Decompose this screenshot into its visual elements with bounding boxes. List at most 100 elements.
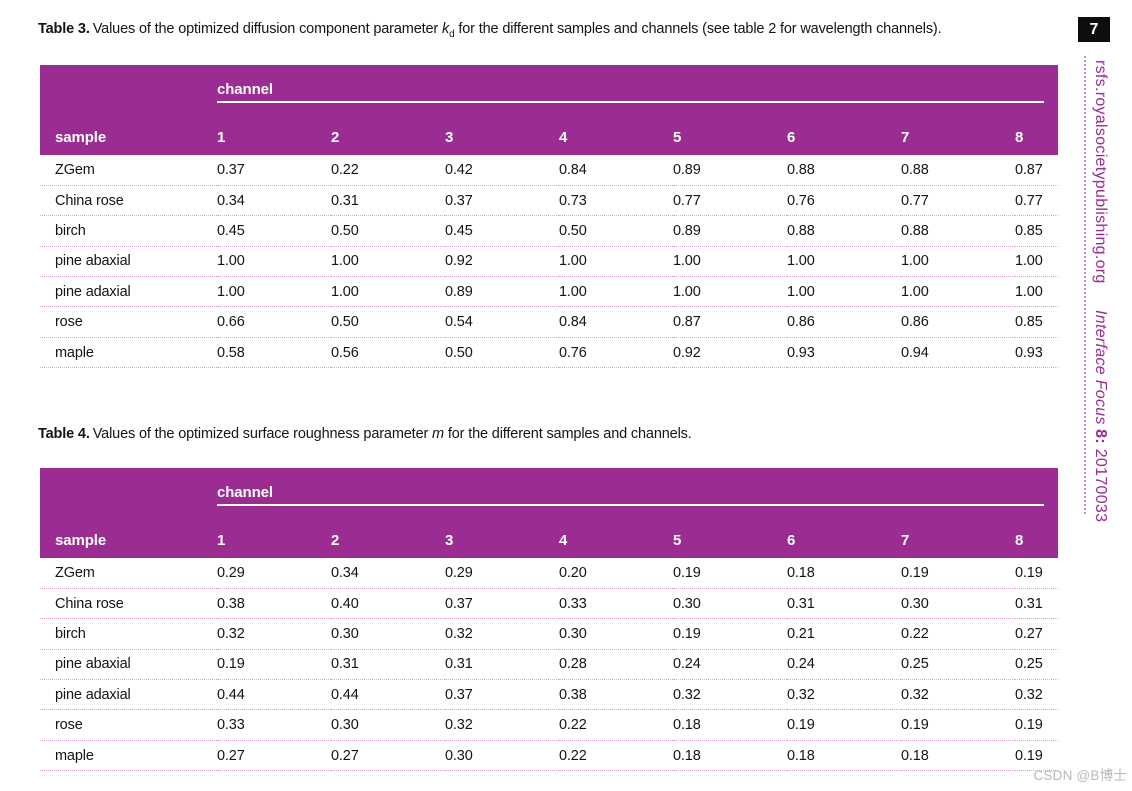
value-cell: 0.30 xyxy=(559,618,673,650)
value-cell: 0.31 xyxy=(331,185,445,217)
value-cell: 0.27 xyxy=(331,740,445,772)
value-cell: 0.84 xyxy=(559,155,673,186)
table-row: China rose 0.38 0.40 0.37 0.33 0.30 0.31… xyxy=(40,588,1059,620)
table3-channel-header-5: 5 xyxy=(673,110,787,155)
channel-underline-rule xyxy=(217,504,1045,506)
value-cell: 0.77 xyxy=(1015,185,1059,217)
value-cell: 0.73 xyxy=(559,185,673,217)
value-cell: 0.92 xyxy=(673,337,787,369)
table4-channel-header-5: 5 xyxy=(673,513,787,558)
value-cell: 0.32 xyxy=(217,618,331,650)
value-cell: 0.19 xyxy=(1015,558,1059,589)
table3-sample-header: sample xyxy=(40,110,217,155)
table-row: rose 0.33 0.30 0.32 0.22 0.18 0.19 0.19 … xyxy=(40,709,1059,741)
table-row: rose 0.66 0.50 0.54 0.84 0.87 0.86 0.86 … xyxy=(40,306,1059,338)
value-cell: 0.19 xyxy=(1015,740,1059,772)
value-cell: 0.24 xyxy=(673,649,787,681)
value-cell: 0.38 xyxy=(217,588,331,620)
value-cell: 0.25 xyxy=(901,649,1015,681)
table4: channel sample 1 2 3 4 5 6 7 8 ZGem 0.29… xyxy=(40,468,1059,772)
value-cell: 1.00 xyxy=(787,246,901,278)
table3-body: ZGem 0.37 0.22 0.42 0.84 0.89 0.88 0.88 … xyxy=(40,155,1059,369)
value-cell: 1.00 xyxy=(673,246,787,278)
value-cell: 0.33 xyxy=(217,709,331,741)
table4-caption-text-after: for the different samples and channels. xyxy=(443,426,692,442)
value-cell: 0.20 xyxy=(559,558,673,589)
value-cell: 0.30 xyxy=(445,740,559,772)
value-cell: 0.77 xyxy=(673,185,787,217)
value-cell: 1.00 xyxy=(331,246,445,278)
table4-param-symbol: m xyxy=(432,426,444,442)
value-cell: 0.88 xyxy=(787,215,901,247)
value-cell: 0.25 xyxy=(1015,649,1059,681)
table-row: maple 0.58 0.56 0.50 0.76 0.92 0.93 0.94… xyxy=(40,337,1059,369)
value-cell: 1.00 xyxy=(673,276,787,308)
table4-channel-group-header: channel xyxy=(217,468,1059,513)
value-cell: 1.00 xyxy=(901,276,1015,308)
value-cell: 0.77 xyxy=(901,185,1015,217)
sample-cell: pine abaxial xyxy=(40,246,217,278)
table3-channel-header-4: 4 xyxy=(559,110,673,155)
table-row: China rose 0.34 0.31 0.37 0.73 0.77 0.76… xyxy=(40,185,1059,217)
value-cell: 1.00 xyxy=(559,246,673,278)
value-cell: 0.18 xyxy=(787,558,901,589)
sample-cell: ZGem xyxy=(40,155,217,186)
value-cell: 0.22 xyxy=(901,618,1015,650)
table4-channel-header-7: 7 xyxy=(901,513,1015,558)
value-cell: 0.18 xyxy=(901,740,1015,772)
table3-channel-group-row: channel xyxy=(40,65,1059,110)
table-row: pine adaxial 1.00 1.00 0.89 1.00 1.00 1.… xyxy=(40,276,1059,308)
value-cell: 0.32 xyxy=(445,709,559,741)
value-cell: 0.27 xyxy=(1015,618,1059,650)
value-cell: 0.88 xyxy=(901,215,1015,247)
table4-body: ZGem 0.29 0.34 0.29 0.20 0.19 0.18 0.19 … xyxy=(40,558,1059,772)
table4-corner-cell xyxy=(40,468,217,513)
value-cell: 0.22 xyxy=(559,709,673,741)
value-cell: 0.37 xyxy=(445,588,559,620)
table4-sample-header: sample xyxy=(40,513,217,558)
journal-article-id: 20170033 xyxy=(1092,443,1109,523)
value-cell: 0.31 xyxy=(787,588,901,620)
table3: channel sample 1 2 3 4 5 6 7 8 ZGem 0.37… xyxy=(40,65,1059,369)
value-cell: 0.19 xyxy=(787,709,901,741)
value-cell: 0.56 xyxy=(331,337,445,369)
value-cell: 0.19 xyxy=(673,558,787,589)
value-cell: 0.34 xyxy=(217,185,331,217)
table3-channel-group-header: channel xyxy=(217,65,1059,110)
table4-caption-text-before: Values of the optimized surface roughnes… xyxy=(92,426,433,442)
table-row: ZGem 0.29 0.34 0.29 0.20 0.19 0.18 0.19 … xyxy=(40,558,1059,589)
value-cell: 0.21 xyxy=(787,618,901,650)
value-cell: 0.31 xyxy=(1015,588,1059,620)
value-cell: 0.44 xyxy=(217,679,331,711)
table3-caption-label: Table 3. xyxy=(38,21,90,37)
value-cell: 0.89 xyxy=(673,215,787,247)
table-row: birch 0.45 0.50 0.45 0.50 0.89 0.88 0.88… xyxy=(40,215,1059,247)
table3-column-header-row: sample 1 2 3 4 5 6 7 8 xyxy=(40,110,1059,155)
value-cell: 0.76 xyxy=(559,337,673,369)
value-cell: 0.34 xyxy=(331,558,445,589)
table4-channel-header-6: 6 xyxy=(787,513,901,558)
table-row: maple 0.27 0.27 0.30 0.22 0.18 0.18 0.18… xyxy=(40,740,1059,772)
table-row: pine abaxial 1.00 1.00 0.92 1.00 1.00 1.… xyxy=(40,246,1059,278)
value-cell: 0.89 xyxy=(673,155,787,186)
value-cell: 0.86 xyxy=(787,306,901,338)
value-cell: 0.18 xyxy=(673,740,787,772)
value-cell: 0.27 xyxy=(217,740,331,772)
value-cell: 0.88 xyxy=(901,155,1015,186)
value-cell: 0.50 xyxy=(445,337,559,369)
sidebar-dotted-rule xyxy=(1084,56,1086,514)
table3-param-subscript: d xyxy=(449,28,455,40)
table3-channel-header-2: 2 xyxy=(331,110,445,155)
value-cell: 0.58 xyxy=(217,337,331,369)
value-cell: 0.37 xyxy=(445,185,559,217)
table3-channel-header-1: 1 xyxy=(217,110,331,155)
value-cell: 0.85 xyxy=(1015,215,1059,247)
value-cell: 0.24 xyxy=(787,649,901,681)
sample-cell: maple xyxy=(40,337,217,369)
value-cell: 0.94 xyxy=(901,337,1015,369)
value-cell: 0.86 xyxy=(901,306,1015,338)
value-cell: 0.37 xyxy=(445,679,559,711)
value-cell: 0.19 xyxy=(1015,709,1059,741)
value-cell: 1.00 xyxy=(1015,276,1059,308)
value-cell: 0.32 xyxy=(787,679,901,711)
